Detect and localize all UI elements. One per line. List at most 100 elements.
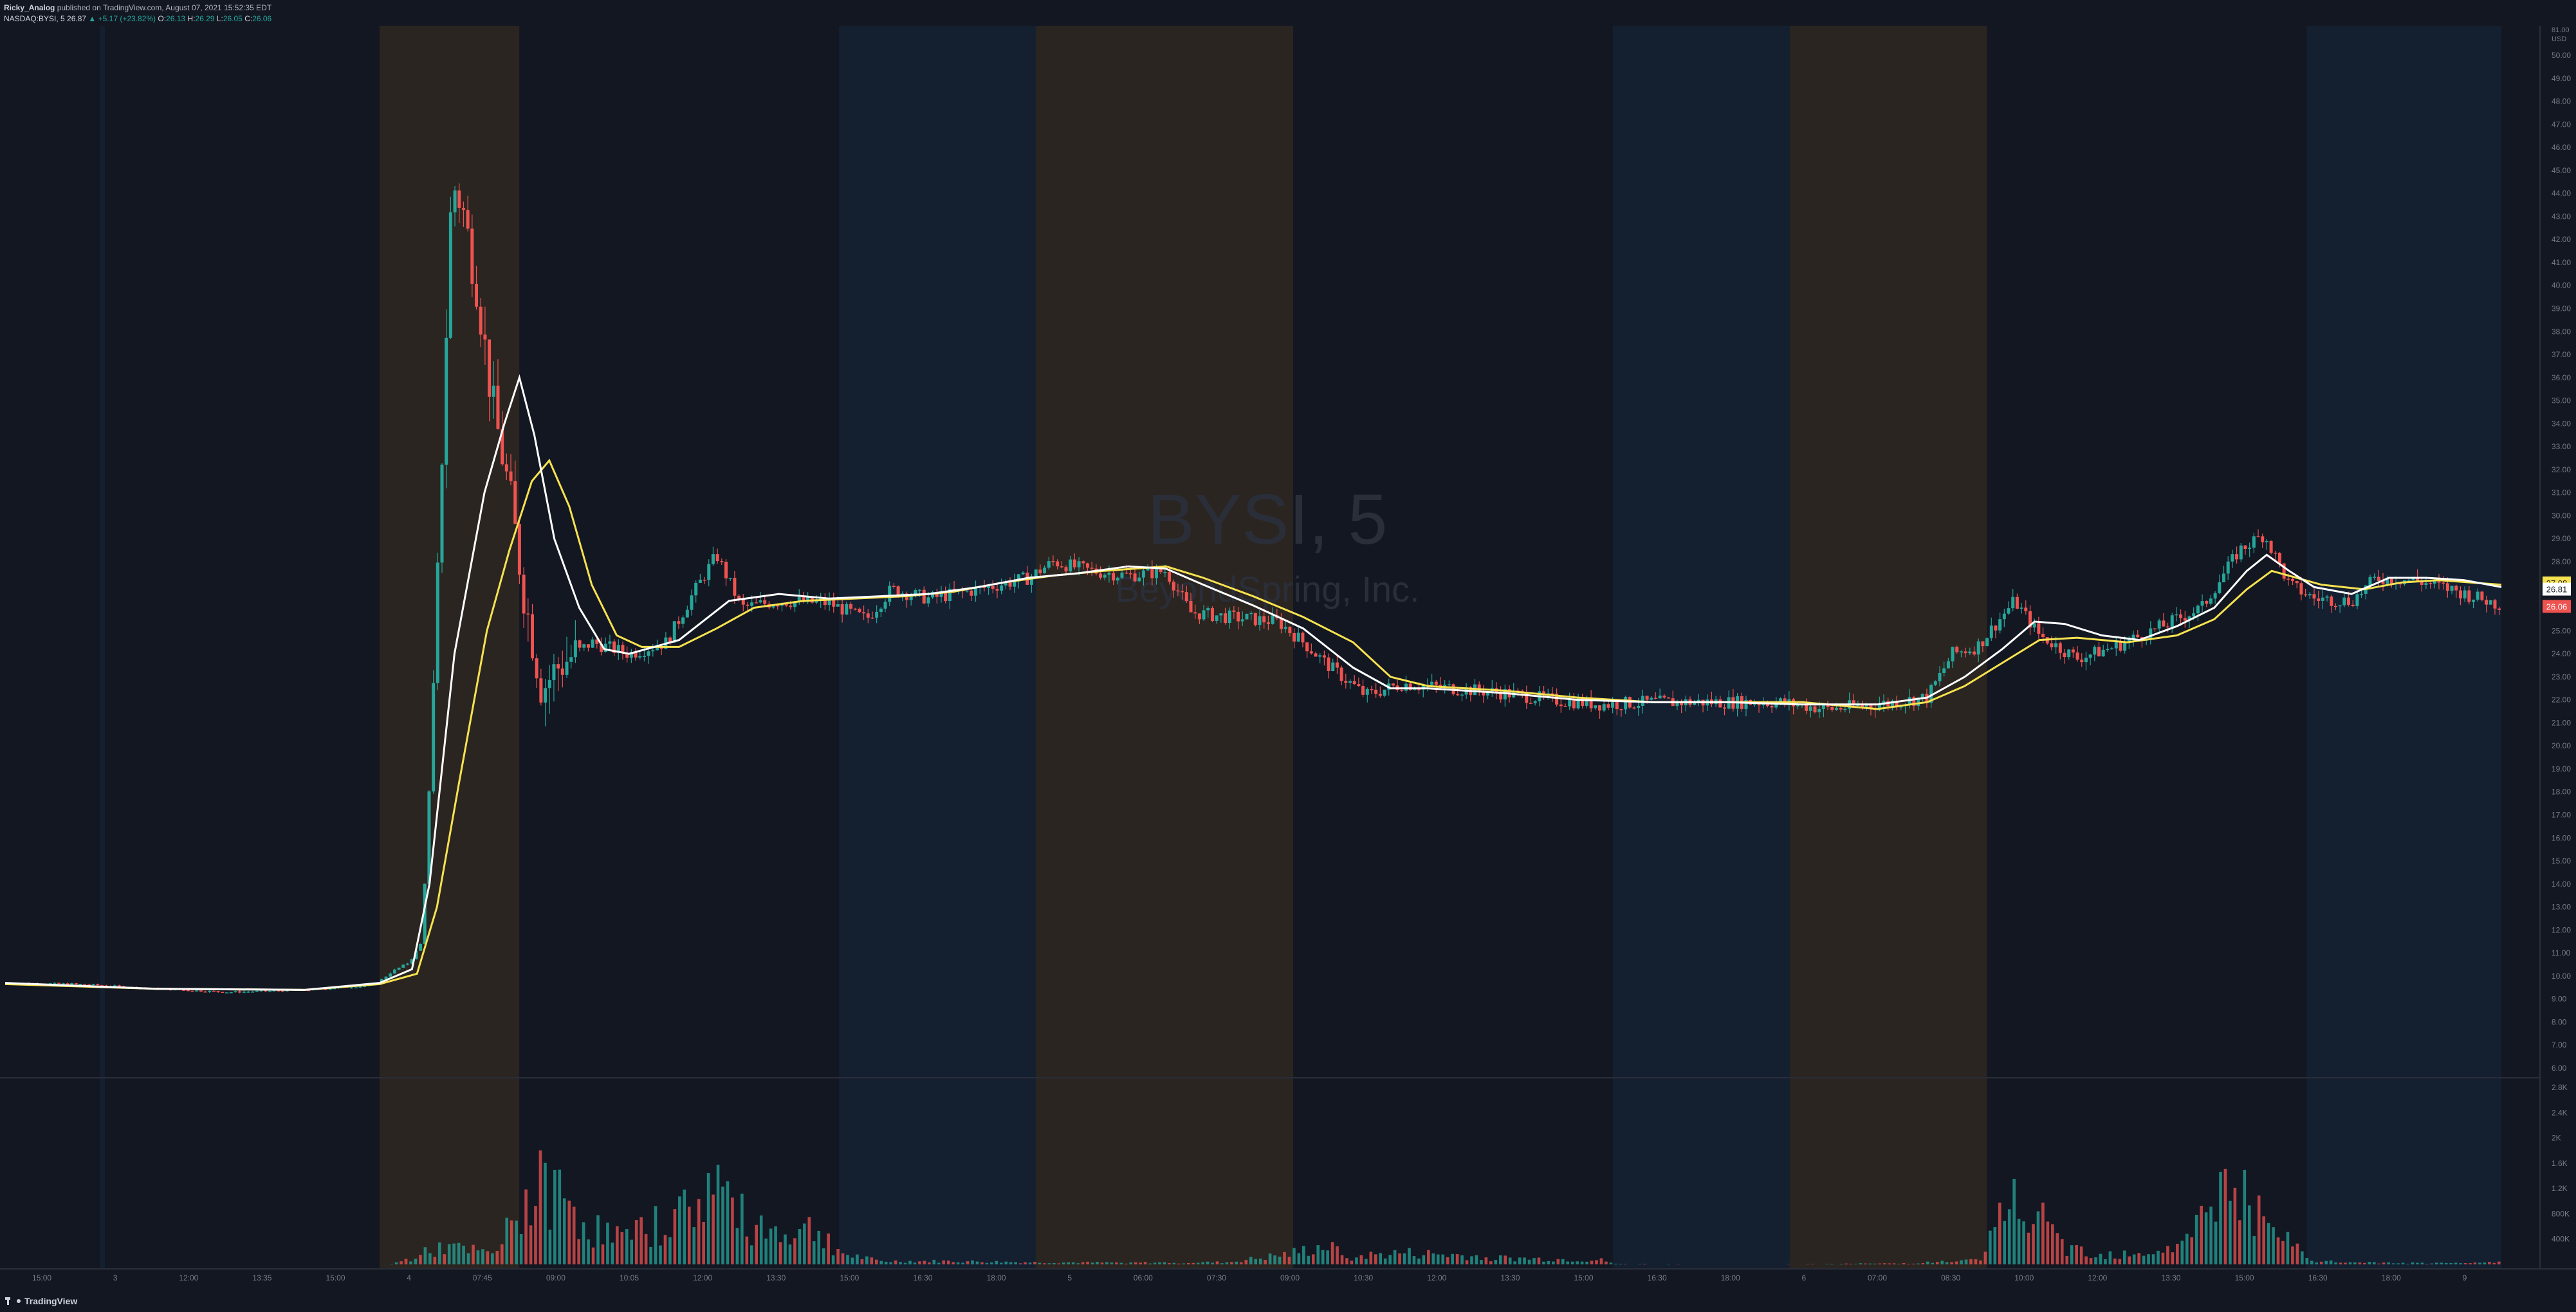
candle-body <box>2218 582 2222 593</box>
candle-body <box>1383 689 1386 696</box>
candle <box>2200 594 2204 613</box>
volume-bar <box>889 1262 892 1264</box>
candle <box>2088 654 2092 666</box>
candle-body <box>1753 703 1756 705</box>
candle <box>944 586 948 604</box>
candle <box>586 644 590 652</box>
candle-body <box>2106 649 2110 651</box>
volume-bar <box>1086 1261 1089 1264</box>
candle <box>358 986 362 988</box>
volume-bar <box>2185 1233 2189 1264</box>
price-tick-label: 41.00 <box>2552 258 2571 267</box>
volume-bar <box>697 1199 701 1264</box>
volume-bar <box>942 1260 946 1264</box>
candle <box>2476 588 2479 602</box>
volume-bar <box>1446 1257 1449 1264</box>
candle-body <box>2261 536 2265 542</box>
candle <box>221 992 225 993</box>
candle-body <box>1568 699 1572 707</box>
volume-bar <box>851 1257 854 1264</box>
volume-bar <box>2247 1205 2251 1264</box>
candle-body <box>2131 634 2135 640</box>
candle <box>2467 586 2471 605</box>
candle-body <box>1051 561 1055 562</box>
candle <box>1632 706 1636 710</box>
volume-bar <box>534 1206 537 1264</box>
volume-bar <box>644 1233 648 1264</box>
volume-bar <box>1096 1262 1099 1264</box>
volume-bar <box>836 1248 840 1264</box>
candle-body <box>1240 619 1244 622</box>
volume-bar <box>2353 1262 2357 1264</box>
candle-body <box>875 612 879 618</box>
volume-bar <box>937 1262 941 1264</box>
volume-bar <box>1201 1262 1204 1264</box>
volume-bar <box>2310 1261 2314 1264</box>
volume-bar <box>2132 1254 2136 1264</box>
candle <box>1594 705 1597 710</box>
tradingview-footer[interactable]: TradingView <box>5 1295 77 1307</box>
candle-body <box>2286 578 2290 580</box>
candle <box>496 359 500 430</box>
candle <box>1563 703 1567 707</box>
volume-bar <box>2454 1262 2458 1264</box>
candle <box>858 607 861 613</box>
volume-bar <box>870 1257 874 1264</box>
time-axis[interactable]: 15:00 3 12:00 13:35 15:00 4 07:45 09:00 10:05 12:… <box>32 1273 2467 1282</box>
volume-bar <box>2440 1262 2443 1264</box>
last-price: 26.87 <box>67 14 87 23</box>
candle <box>78 983 82 985</box>
time-tick-label: 6 <box>1802 1273 1807 1282</box>
candle-body <box>1249 613 1253 614</box>
candle <box>1072 553 1076 570</box>
candle-body <box>715 554 719 562</box>
volume-bar <box>2017 1219 2021 1264</box>
price-tick-label: 9.00 <box>2552 995 2567 1004</box>
candle <box>2183 611 2187 628</box>
volume-bar <box>577 1239 580 1264</box>
volume-bar <box>1283 1252 1286 1264</box>
candle-body <box>2282 563 2286 579</box>
author-name[interactable]: Ricky_Analog <box>4 3 55 12</box>
candle-body <box>1525 692 1529 703</box>
volume-bar <box>1513 1261 1516 1264</box>
candle <box>2019 602 2023 614</box>
candle-body <box>96 984 100 986</box>
volume-bar <box>1417 1258 1421 1264</box>
volume-bar <box>519 1233 523 1264</box>
candle <box>733 571 737 604</box>
candle <box>552 654 556 702</box>
volume-bar <box>616 1226 619 1264</box>
volume-bar <box>419 1255 422 1264</box>
candle-body <box>1637 705 1641 708</box>
volume-bar <box>2492 1262 2496 1264</box>
candle <box>728 577 732 581</box>
candle-body <box>668 637 672 643</box>
candle <box>526 598 530 642</box>
candle-body <box>2389 577 2393 584</box>
volume-bar <box>2137 1253 2140 1264</box>
volume-bar <box>1576 1261 1579 1264</box>
volume-bar <box>1998 1203 2001 1264</box>
time-tick-label: 12:00 <box>2088 1273 2107 1282</box>
candle-body <box>453 190 457 213</box>
volume-bar <box>2104 1259 2107 1264</box>
candle <box>2097 642 2101 657</box>
volume-bar <box>1278 1256 1282 1264</box>
volume-bar <box>1374 1254 1377 1264</box>
candle-body <box>1116 577 1119 581</box>
volume-bar <box>2113 1258 2117 1264</box>
candle-body <box>879 608 883 613</box>
candle <box>1361 679 1365 698</box>
candle-body <box>457 190 461 208</box>
candle-body <box>190 990 194 992</box>
candle-body <box>1266 622 1270 624</box>
volume-bar <box>1206 1261 1210 1264</box>
price-axis[interactable]: 6.00 7.00 8.00 9.00 10.00 11.00 12.00 13.00 14.0… <box>2552 51 2571 1073</box>
candle-body <box>896 586 900 596</box>
candle <box>638 652 642 660</box>
volume-bar <box>894 1260 897 1264</box>
candle-body <box>277 990 281 992</box>
candle-body <box>1219 613 1223 616</box>
